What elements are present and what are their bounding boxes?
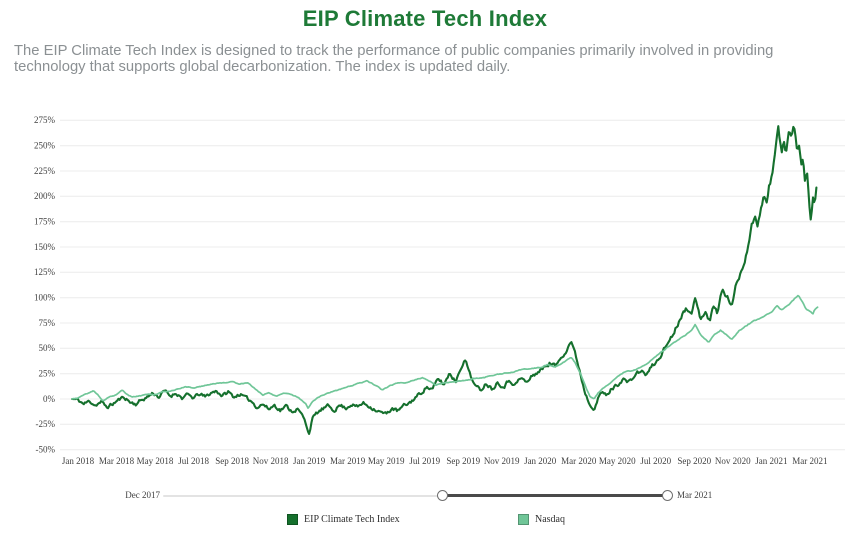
page-subtitle: The EIP Climate Tech Index is designed t…	[14, 43, 774, 75]
svg-text:Sep 2020: Sep 2020	[677, 456, 711, 466]
svg-text:Nov 2020: Nov 2020	[715, 456, 751, 466]
svg-text:Jul 2020: Jul 2020	[640, 456, 671, 466]
svg-text:0%: 0%	[43, 394, 56, 404]
chart-legend: EIP Climate Tech Index Nasdaq	[0, 514, 850, 533]
svg-text:Sep 2018: Sep 2018	[215, 456, 249, 466]
range-end-label: Mar 2021	[677, 490, 713, 500]
svg-text:Mar 2020: Mar 2020	[561, 456, 597, 466]
svg-text:75%: 75%	[39, 318, 56, 328]
svg-text:200%: 200%	[34, 191, 56, 201]
svg-text:Jan 2018: Jan 2018	[62, 456, 95, 466]
series-line-eip-climate-tech-index[interactable]	[71, 125, 818, 435]
gridlines	[60, 119, 845, 451]
svg-text:Mar 2019: Mar 2019	[330, 456, 366, 466]
legend-item-eip-climate-tech-index[interactable]: EIP Climate Tech Index	[287, 514, 400, 525]
svg-text:175%: 175%	[34, 217, 56, 227]
nasdaq-series-swatch	[518, 514, 529, 525]
slider-selected-range[interactable]	[442, 494, 668, 497]
slider-track[interactable]	[163, 495, 672, 497]
svg-text:Mar 2018: Mar 2018	[99, 456, 135, 466]
svg-text:150%: 150%	[34, 242, 56, 252]
svg-text:Jul 2018: Jul 2018	[178, 456, 209, 466]
legend-label: Nasdaq	[535, 514, 565, 525]
svg-text:-25%: -25%	[36, 419, 56, 429]
x-axis-tick-labels: Jan 2018 Mar 2018 May 2018 Jul 2018 Sep 2018…	[62, 456, 828, 466]
performance-line-chart[interactable]: -50% -25% 0% 25% 50% 75% 100% 125% 150% 175% 200% 2…	[0, 101, 850, 481]
svg-text:May 2018: May 2018	[137, 456, 174, 466]
svg-text:Jul 2019: Jul 2019	[409, 456, 440, 466]
svg-text:Jan 2021: Jan 2021	[755, 456, 787, 466]
legend-label: EIP Climate Tech Index	[304, 514, 400, 525]
svg-text:250%: 250%	[34, 141, 56, 151]
svg-text:275%: 275%	[34, 115, 56, 125]
svg-text:Nov 2018: Nov 2018	[253, 456, 289, 466]
svg-text:125%: 125%	[34, 267, 56, 277]
svg-text:-50%: -50%	[36, 445, 56, 455]
page-title: EIP Climate Tech Index	[302, 6, 548, 31]
svg-text:Jan 2020: Jan 2020	[524, 456, 557, 466]
slider-handle-left[interactable]	[437, 490, 449, 501]
date-range-slider[interactable]: Dec 2017 Mar 2021	[0, 486, 850, 508]
svg-text:50%: 50%	[39, 343, 56, 353]
svg-text:225%: 225%	[34, 166, 56, 176]
svg-text:Nov 2019: Nov 2019	[484, 456, 520, 466]
svg-text:Mar 2021: Mar 2021	[792, 456, 827, 466]
series-line-nasdaq[interactable]	[71, 294, 819, 409]
svg-text:25%: 25%	[39, 369, 56, 379]
svg-text:Jan 2019: Jan 2019	[293, 456, 326, 466]
slider-handle-right[interactable]	[662, 490, 674, 501]
svg-text:May 2020: May 2020	[599, 456, 636, 466]
svg-text:May 2019: May 2019	[368, 456, 405, 466]
svg-text:Sep 2019: Sep 2019	[446, 456, 480, 466]
eip-series-swatch	[287, 514, 298, 525]
y-axis-tick-labels: -50% -25% 0% 25% 50% 75% 100% 125% 150% 175% 200% 2…	[34, 115, 56, 454]
range-start-label: Dec 2017	[125, 490, 160, 500]
svg-text:100%: 100%	[34, 293, 56, 303]
legend-item-nasdaq[interactable]: Nasdaq	[518, 514, 565, 525]
